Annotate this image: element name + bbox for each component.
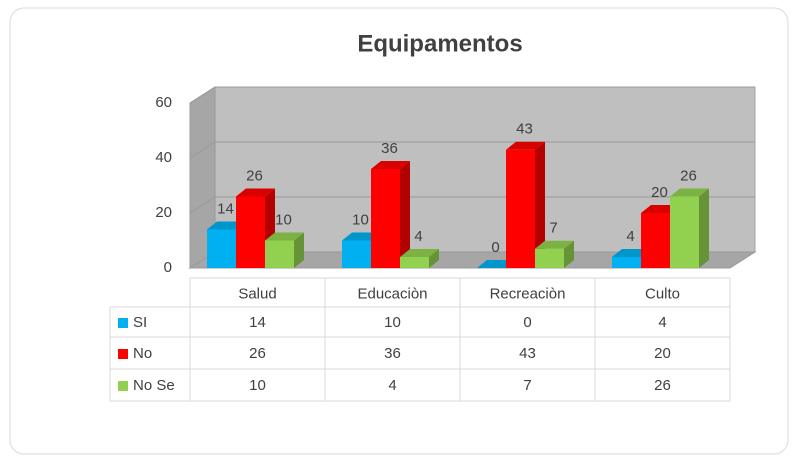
table-value: 7 — [523, 377, 531, 394]
table-value: 10 — [384, 314, 401, 331]
data-label: 43 — [516, 121, 533, 138]
bar-side — [535, 141, 545, 268]
bar-top — [265, 232, 304, 241]
x-tick-label: Recreaciòn — [490, 285, 566, 302]
table-value: 10 — [249, 377, 266, 394]
x-tick-label: Culto — [645, 285, 680, 302]
grid-line — [189, 86, 755, 104]
data-label: 10 — [352, 211, 369, 228]
bar-top — [400, 249, 439, 257]
chart-title: Equipamentos — [357, 30, 522, 57]
y-tick-label: 60 — [155, 94, 172, 111]
data-label: 4 — [626, 228, 634, 245]
table-value: 26 — [249, 345, 266, 362]
table-value: 20 — [654, 345, 671, 362]
bar — [207, 229, 236, 268]
x-tick-label: Educaciòn — [357, 285, 427, 302]
table-value: 0 — [523, 314, 531, 331]
bar-side — [699, 188, 709, 268]
bar — [641, 213, 670, 268]
grid-line — [189, 141, 755, 159]
data-label: 26 — [680, 167, 697, 184]
x-tick-label: Salud — [238, 285, 276, 302]
bar-side — [294, 232, 304, 268]
table-value: 26 — [654, 377, 671, 394]
bar-side — [564, 240, 574, 268]
data-label: 36 — [381, 140, 398, 157]
data-label: 26 — [246, 167, 263, 184]
bar — [506, 149, 535, 268]
bar — [236, 196, 265, 268]
data-label: 4 — [414, 228, 422, 245]
table-value: 4 — [658, 314, 666, 331]
legend-label: No — [133, 345, 152, 362]
bar — [371, 169, 400, 268]
legend-swatch — [118, 318, 128, 328]
bar-top — [371, 161, 410, 169]
data-label: 0 — [491, 239, 499, 256]
table-value: 43 — [519, 345, 536, 362]
table-value: 14 — [249, 314, 266, 331]
legend-swatch — [118, 381, 128, 391]
data-label: 10 — [275, 211, 292, 228]
data-label: 7 — [549, 220, 557, 237]
y-tick-label: 20 — [155, 204, 172, 221]
bar — [535, 248, 564, 268]
bar — [265, 240, 294, 268]
bar — [612, 257, 641, 268]
bar-side — [400, 161, 410, 268]
data-label: 14 — [217, 200, 234, 217]
bar-side — [429, 249, 439, 268]
legend-label: No Se — [133, 377, 175, 394]
bar — [342, 240, 371, 268]
bar-top — [670, 188, 709, 197]
y-tick-label: 40 — [155, 149, 172, 166]
y-tick-label: 0 — [164, 259, 172, 276]
table-value: 36 — [384, 345, 401, 362]
bar-top — [236, 188, 275, 197]
bar-top — [535, 240, 574, 249]
data-label: 20 — [651, 184, 668, 201]
legend-swatch — [118, 349, 128, 359]
table-value: 4 — [388, 377, 396, 394]
grid-line — [189, 196, 755, 214]
legend-label: SI — [133, 314, 147, 331]
bar-top — [506, 141, 545, 150]
bar — [670, 196, 699, 268]
bar — [400, 257, 429, 268]
